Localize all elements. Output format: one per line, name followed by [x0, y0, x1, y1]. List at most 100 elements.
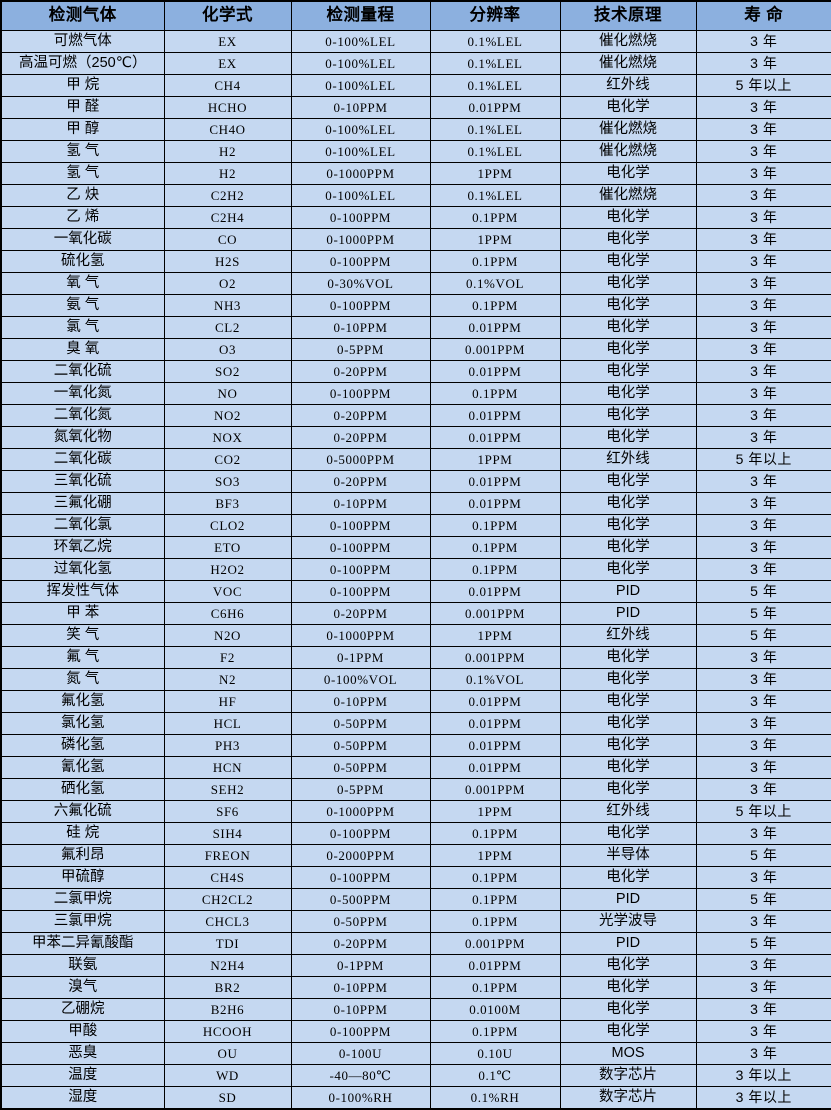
- cell-resolution: 1PPM: [429, 448, 561, 471]
- cell-lifetime: 3 年: [695, 1020, 831, 1043]
- table-row: 甲 烷 CH4 0-100%LEL 0.1%LEL 红外线 5 年以上: [0, 74, 831, 97]
- table-row: 高温可燃（250℃） EX 0-100%LEL 0.1%LEL 催化燃烧 3 年: [0, 52, 831, 75]
- cell-formula: N2H4: [163, 954, 292, 977]
- cell-resolution: 0.01PPM: [429, 470, 561, 493]
- table-row: 氯化氢 HCL 0-50PPM 0.01PPM 电化学 3 年: [0, 712, 831, 735]
- cell-gas: 三氟化硼: [0, 492, 165, 515]
- cell-technology: 电化学: [559, 382, 697, 405]
- cell-gas: 氧 气: [0, 272, 165, 295]
- cell-formula: H2: [163, 140, 292, 163]
- cell-formula: FREON: [163, 844, 292, 867]
- cell-lifetime: 3 年: [695, 668, 831, 691]
- cell-formula: CLO2: [163, 514, 292, 537]
- cell-gas: 乙 炔: [0, 184, 165, 207]
- cell-lifetime: 3 年: [695, 712, 831, 735]
- table-row: 挥发性气体 VOC 0-100PPM 0.01PPM PID 5 年: [0, 580, 831, 603]
- cell-resolution: 0.1%LEL: [429, 184, 561, 207]
- cell-lifetime: 3 年: [695, 30, 831, 53]
- cell-formula: H2S: [163, 250, 292, 273]
- cell-lifetime: 3 年: [695, 294, 831, 317]
- cell-resolution: 0.1PPM: [429, 866, 561, 889]
- table-row: 六氟化硫 SF6 0-1000PPM 1PPM 红外线 5 年以上: [0, 800, 831, 823]
- cell-technology: 催化燃烧: [559, 140, 697, 163]
- cell-technology: 红外线: [559, 800, 697, 823]
- table-row: 甲苯二异氰酸酯 TDI 0-20PPM 0.001PPM PID 5 年: [0, 932, 831, 955]
- cell-technology: 电化学: [559, 734, 697, 757]
- table-row: 三氧化硫 SO3 0-20PPM 0.01PPM 电化学 3 年: [0, 470, 831, 493]
- cell-gas: 氯 气: [0, 316, 165, 339]
- cell-range: 0-100%LEL: [290, 52, 431, 75]
- cell-resolution: 0.1PPM: [429, 822, 561, 845]
- cell-range: 0-100PPM: [290, 580, 431, 603]
- cell-lifetime: 5 年: [695, 932, 831, 955]
- table-row: 二氧化硫 SO2 0-20PPM 0.01PPM 电化学 3 年: [0, 360, 831, 383]
- cell-resolution: 0.01PPM: [429, 712, 561, 735]
- cell-gas: 可燃气体: [0, 30, 165, 53]
- cell-range: 0-10PPM: [290, 492, 431, 515]
- cell-technology: 电化学: [559, 954, 697, 977]
- cell-gas: 氢 气: [0, 140, 165, 163]
- cell-range: 0-20PPM: [290, 426, 431, 449]
- cell-formula: CH4S: [163, 866, 292, 889]
- cell-range: 0-100PPM: [290, 250, 431, 273]
- cell-gas: 二氧化氮: [0, 404, 165, 427]
- cell-gas: 一氧化氮: [0, 382, 165, 405]
- cell-range: 0-1000PPM: [290, 162, 431, 185]
- cell-gas: 甲苯二异氰酸酯: [0, 932, 165, 955]
- cell-formula: OU: [163, 1042, 292, 1065]
- cell-range: 0-50PPM: [290, 734, 431, 757]
- cell-resolution: 0.1PPM: [429, 1020, 561, 1043]
- cell-resolution: 0.1PPM: [429, 558, 561, 581]
- column-header-resolution: 分辨率: [429, 0, 561, 31]
- cell-lifetime: 3 年: [695, 734, 831, 757]
- cell-technology: 电化学: [559, 162, 697, 185]
- cell-gas: 溴气: [0, 976, 165, 999]
- cell-gas: 过氧化氢: [0, 558, 165, 581]
- cell-resolution: 0.01PPM: [429, 360, 561, 383]
- cell-formula: HCHO: [163, 96, 292, 119]
- cell-gas: 硒化氢: [0, 778, 165, 801]
- cell-range: 0-100%LEL: [290, 30, 431, 53]
- cell-range: 0-1000PPM: [290, 624, 431, 647]
- table-row: 氮氧化物 NOX 0-20PPM 0.01PPM 电化学 3 年: [0, 426, 831, 449]
- cell-gas: 氟利昂: [0, 844, 165, 867]
- table-row: 恶臭 OU 0-100U 0.10U MOS 3 年: [0, 1042, 831, 1065]
- cell-lifetime: 3 年以上: [695, 1064, 831, 1087]
- cell-gas: 氨 气: [0, 294, 165, 317]
- cell-gas: 二氧化氯: [0, 514, 165, 537]
- cell-formula: C6H6: [163, 602, 292, 625]
- cell-gas: 三氯甲烷: [0, 910, 165, 933]
- cell-technology: 红外线: [559, 448, 697, 471]
- cell-range: 0-50PPM: [290, 712, 431, 735]
- cell-formula: SO3: [163, 470, 292, 493]
- cell-resolution: 0.1PPM: [429, 976, 561, 999]
- cell-lifetime: 3 年: [695, 514, 831, 537]
- table-row: 乙 烯 C2H4 0-100PPM 0.1PPM 电化学 3 年: [0, 206, 831, 229]
- cell-gas: 挥发性气体: [0, 580, 165, 603]
- cell-formula: CO2: [163, 448, 292, 471]
- cell-resolution: 0.1%LEL: [429, 52, 561, 75]
- cell-formula: CHCL3: [163, 910, 292, 933]
- table-row: 一氧化氮 NO 0-100PPM 0.1PPM 电化学 3 年: [0, 382, 831, 405]
- table-body: 可燃气体 EX 0-100%LEL 0.1%LEL 催化燃烧 3 年高温可燃（250℃） E…: [0, 30, 831, 1110]
- cell-technology: 电化学: [559, 690, 697, 713]
- table-row: 过氧化氢 H2O2 0-100PPM 0.1PPM 电化学 3 年: [0, 558, 831, 581]
- cell-technology: 红外线: [559, 74, 697, 97]
- cell-resolution: 0.1PPM: [429, 910, 561, 933]
- cell-technology: 电化学: [559, 778, 697, 801]
- table-row: 可燃气体 EX 0-100%LEL 0.1%LEL 催化燃烧 3 年: [0, 30, 831, 53]
- cell-formula: HCN: [163, 756, 292, 779]
- table-row: 乙硼烷 B2H6 0-10PPM 0.0100M 电化学 3 年: [0, 998, 831, 1021]
- cell-resolution: 0.001PPM: [429, 778, 561, 801]
- cell-range: 0-10PPM: [290, 316, 431, 339]
- cell-formula: PH3: [163, 734, 292, 757]
- cell-resolution: 0.001PPM: [429, 646, 561, 669]
- cell-formula: HF: [163, 690, 292, 713]
- cell-range: 0-100PPM: [290, 866, 431, 889]
- cell-formula: CH4O: [163, 118, 292, 141]
- cell-formula: VOC: [163, 580, 292, 603]
- table-row: 乙 炔 C2H2 0-100%LEL 0.1%LEL 催化燃烧 3 年: [0, 184, 831, 207]
- cell-technology: 电化学: [559, 646, 697, 669]
- cell-range: 0-1000PPM: [290, 228, 431, 251]
- cell-lifetime: 5 年以上: [695, 74, 831, 97]
